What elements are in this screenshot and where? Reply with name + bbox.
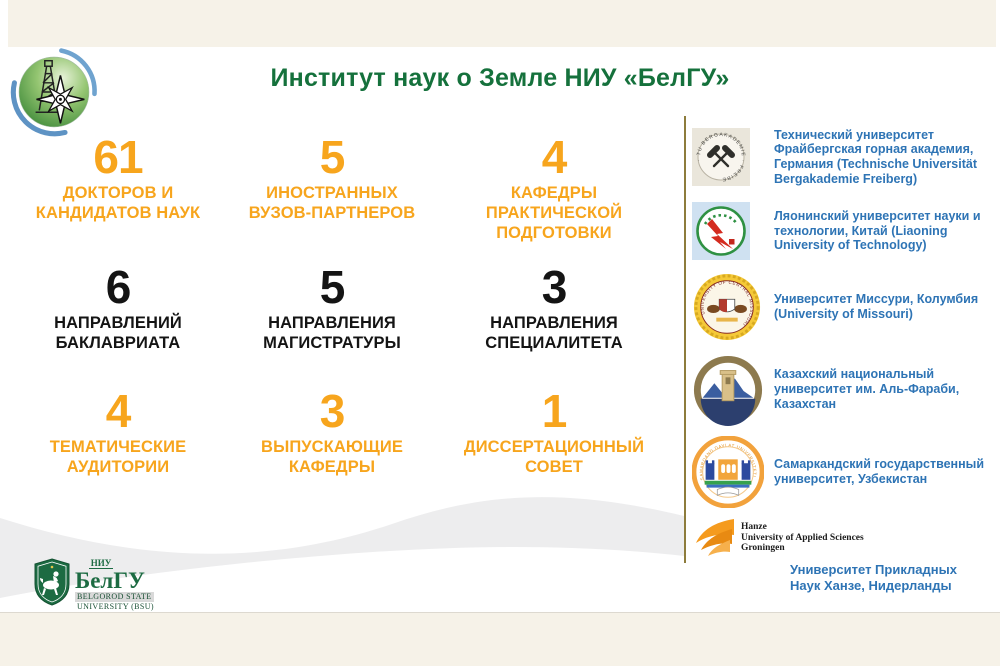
stat-practical-departments: 4 КАФЕДРЫ ПРАКТИЧЕСКОЙ ПОДГОТОВКИ bbox=[440, 134, 668, 264]
stat-label: ДОКТОРОВ И КАНДИДАТОВ НАУК bbox=[35, 183, 201, 223]
partner-name: Казахский национальный университет им. А… bbox=[774, 367, 960, 411]
stat-value: 5 bbox=[319, 261, 346, 313]
hanze-logo-text: Hanze University of Applied Sciences Gro… bbox=[738, 522, 864, 554]
alfarabi-logo bbox=[693, 355, 763, 426]
stat-label: ВЫПУСКАЮЩИЕ КАФЕДРЫ bbox=[261, 437, 403, 477]
belgu-footer-logo: НИУ БелГУ BELGOROD STATE UNIVERSITY (BSU… bbox=[34, 558, 156, 612]
horse-rider-icon bbox=[40, 571, 59, 595]
missouri-logo: UNIVERSITY OF CENTRAL MISSOURI bbox=[693, 273, 761, 341]
stat-label: ИНОСТРАННЫХ ВУЗОВ-ПАРТНЕРОВ bbox=[248, 183, 416, 223]
partner-samarkand: SAMARQAND DAVLAT UNIVERSITETI Самаркандс… bbox=[692, 431, 996, 513]
partner-missouri: UNIVERSITY OF CENTRAL MISSOURI Университ… bbox=[692, 266, 996, 348]
partners-list: · TU BERGAKADEMIE · FREIBERG Технический… bbox=[692, 118, 996, 595]
stat-doctors: 61 ДОКТОРОВ И КАНДИДАТОВ НАУК bbox=[12, 134, 224, 264]
bottom-cream-band bbox=[0, 612, 1000, 666]
stat-graduating-departments: 3 ВЫПУСКАЮЩИЕ КАФЕДРЫ bbox=[224, 388, 440, 508]
hanze-logo bbox=[696, 519, 734, 556]
crossed-hammers-icon bbox=[707, 145, 735, 168]
footer-eng-line-2: UNIVERSITY (BSU) bbox=[77, 602, 154, 611]
freiberg-logo: · TU BERGAKADEMIE · FREIBERG bbox=[692, 128, 750, 186]
stat-label: НАПРАВЛЕНИЙ БАКЛАВРИАТА bbox=[54, 313, 182, 353]
partner-name: Университет Миссури, Колумбия (Universit… bbox=[774, 292, 979, 321]
institute-logo-icon bbox=[10, 48, 97, 137]
partner-name: Ляонинский университет науки и технологи… bbox=[774, 208, 981, 253]
footer-niu-label: НИУ bbox=[89, 558, 113, 569]
hanze-line-3: Groningen bbox=[741, 543, 785, 554]
stat-value: 4 bbox=[541, 131, 568, 183]
stat-specialist-programs: 3 НАПРАВЛЕНИЯ СПЕЦИАЛИТЕТА bbox=[440, 264, 668, 388]
partner-hanze: Hanze University of Applied Sciences Gro… bbox=[692, 513, 996, 595]
stat-master-programs: 5 НАПРАВЛЕНИЯ МАГИСТРАТУРЫ bbox=[224, 264, 440, 388]
hanze-line-1: Hanze bbox=[741, 522, 767, 533]
stat-thematic-rooms: 4 ТЕМАТИЧЕСКИЕ АУДИТОРИИ bbox=[12, 388, 224, 508]
stat-label: ТЕМАТИЧЕСКИЕ АУДИТОРИИ bbox=[49, 437, 187, 477]
liaoning-emblem-icon bbox=[707, 219, 733, 249]
stat-label: КАФЕДРЫ ПРАКТИЧЕСКОЙ ПОДГОТОВКИ bbox=[485, 183, 623, 243]
partner-name: Самаркандский государственный университе… bbox=[774, 457, 985, 486]
stat-value: 6 bbox=[105, 261, 132, 313]
sidebar-divider-line bbox=[684, 116, 686, 563]
liaoning-logo bbox=[692, 202, 750, 260]
stat-foreign-partners: 5 ИНОСТРАННЫХ ВУЗОВ-ПАРТНЕРОВ bbox=[224, 134, 440, 264]
stat-value: 3 bbox=[319, 385, 346, 437]
stat-label: ДИССЕРТАЦИОННЫЙ СОВЕТ bbox=[463, 437, 645, 477]
top-cream-band bbox=[8, 0, 996, 47]
compass-rose-icon bbox=[36, 75, 85, 124]
partner-alfarabi: Казахский национальный университет им. А… bbox=[692, 348, 996, 431]
stat-value: 4 bbox=[105, 385, 132, 437]
partner-name: Технический университет Фрайбергская гор… bbox=[774, 127, 977, 186]
stat-value: 5 bbox=[319, 131, 346, 183]
partner-name: Университет Прикладных Наук Ханзе, Нидер… bbox=[790, 562, 957, 594]
stats-grid: 61 ДОКТОРОВ И КАНДИДАТОВ НАУК 5 ИНОСТРАН… bbox=[12, 134, 668, 508]
samarkand-logo: SAMARQAND DAVLAT UNIVERSITETI bbox=[692, 436, 764, 508]
stat-label: НАПРАВЛЕНИЯ МАГИСТРАТУРЫ bbox=[263, 313, 401, 353]
page-title: Институт наук о Земле НИУ «БелГУ» bbox=[270, 64, 730, 92]
belgu-shield-icon bbox=[34, 558, 70, 606]
footer-eng-line-1: BELGOROD STATE bbox=[75, 592, 154, 602]
partner-liaoning: Ляонинский университет науки и технологи… bbox=[692, 196, 996, 266]
partner-freiberg: · TU BERGAKADEMIE · FREIBERG Технический… bbox=[692, 118, 996, 196]
hanze-line-2: University of Applied Sciences bbox=[741, 532, 864, 543]
stat-dissertation-council: 1 ДИССЕРТАЦИОННЫЙ СОВЕТ bbox=[440, 388, 668, 508]
footer-university-name: БелГУ bbox=[75, 568, 145, 593]
stat-value: 3 bbox=[541, 261, 568, 313]
stat-value: 61 bbox=[93, 131, 143, 183]
stat-bachelor-programs: 6 НАПРАВЛЕНИЙ БАКЛАВРИАТА bbox=[12, 264, 224, 388]
stat-label: НАПРАВЛЕНИЯ СПЕЦИАЛИТЕТА bbox=[485, 313, 623, 353]
stat-value: 1 bbox=[541, 385, 568, 437]
